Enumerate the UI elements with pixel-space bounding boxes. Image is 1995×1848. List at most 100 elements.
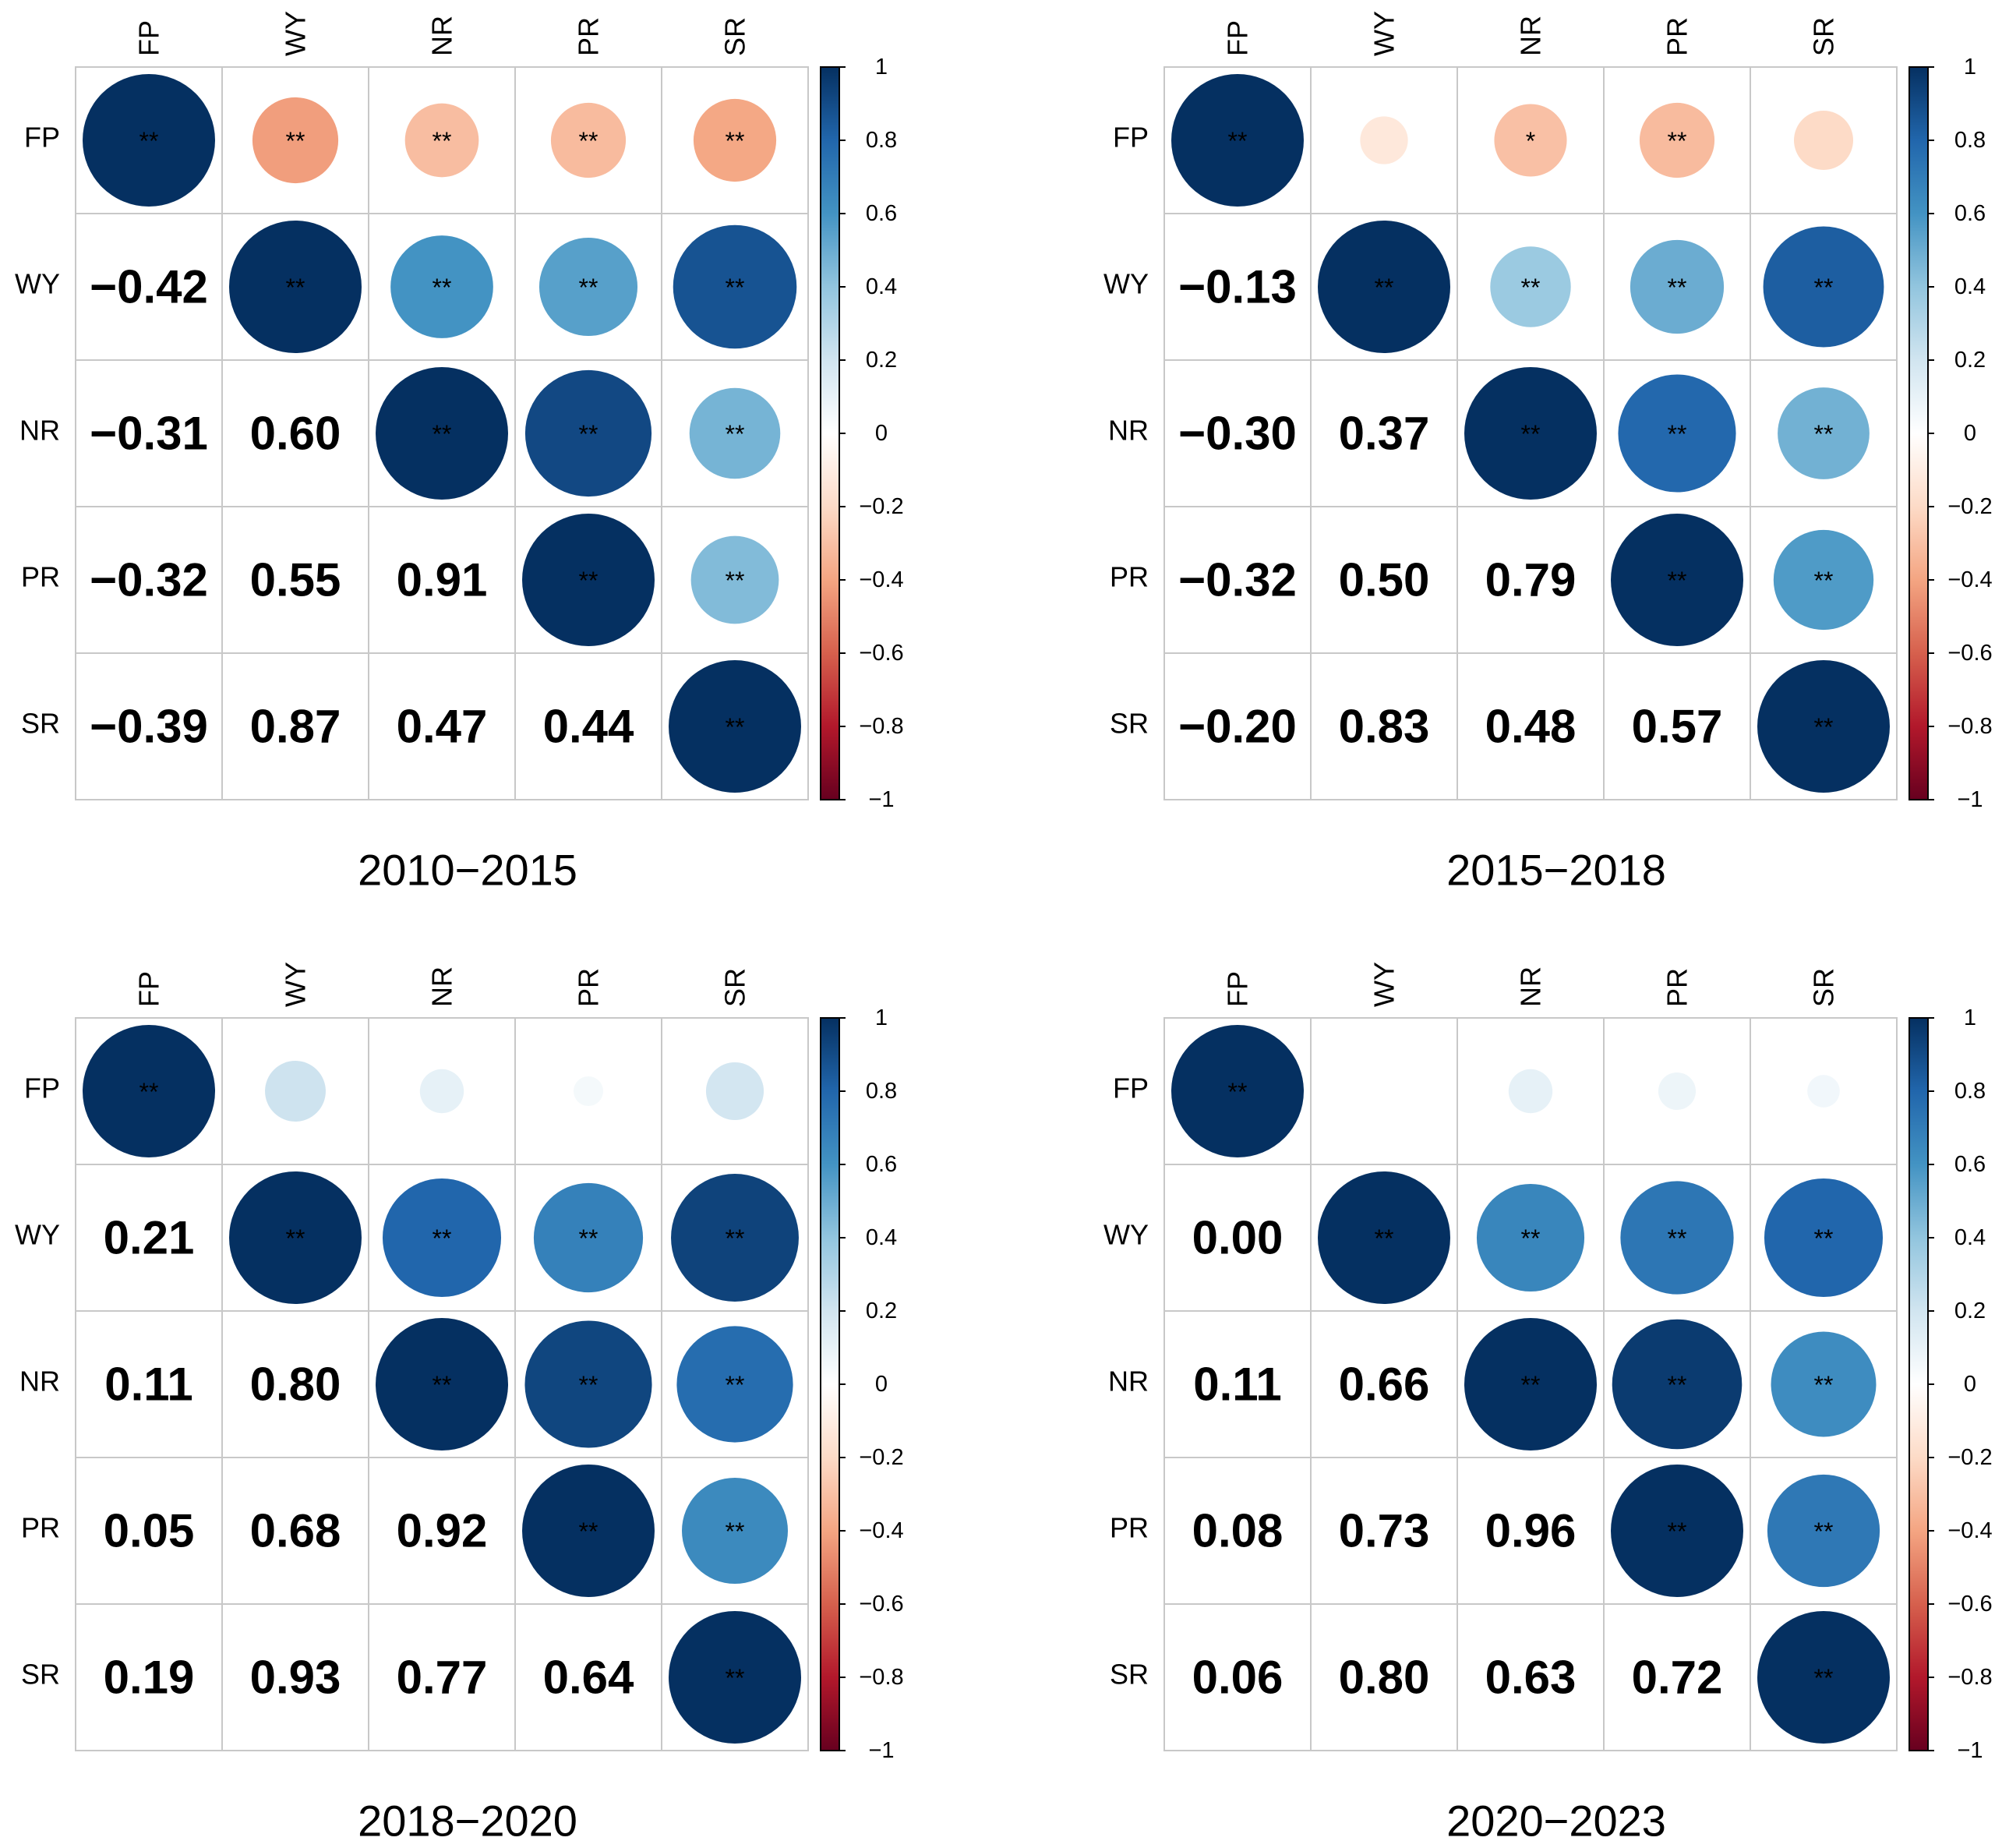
colorbar-tick-label: −0.8 <box>1947 1665 1992 1690</box>
row-label: PR <box>21 561 60 593</box>
column-label: FP <box>1222 971 1254 1007</box>
significance-marker: ** <box>433 420 452 448</box>
row-label: PR <box>1110 561 1149 593</box>
colorbar-tick-label: −0.2 <box>859 1445 903 1470</box>
correlation-value: 0.80 <box>250 1359 341 1411</box>
row-label: WY <box>15 268 60 300</box>
significance-marker: ** <box>1375 274 1394 302</box>
colorbar <box>1908 1017 1929 1751</box>
significance-marker: ** <box>1668 1518 1687 1546</box>
correlation-circle-diagonal <box>1611 1465 1743 1597</box>
correlation-circle-diagonal <box>376 1318 508 1450</box>
colorbar-tick-label: 0.2 <box>1954 348 1986 373</box>
significance-marker: ** <box>726 713 745 741</box>
correlation-value: −0.31 <box>90 408 208 460</box>
significance-marker: ** <box>1375 1224 1394 1253</box>
significance-marker: ** <box>726 1371 745 1399</box>
row-label: WY <box>1103 1219 1149 1251</box>
row-label: WY <box>1103 268 1149 300</box>
correlation-value: −0.30 <box>1178 408 1297 460</box>
correlation-circle-diagonal <box>83 1025 215 1157</box>
colorbar-tick-label: 0.4 <box>1954 274 1986 299</box>
colorbar-tick-label: 1 <box>875 55 888 80</box>
significance-marker: ** <box>726 1518 745 1546</box>
column-label: PR <box>573 17 605 56</box>
row-label: PR <box>1110 1512 1149 1544</box>
correlation-value: 0.93 <box>250 1652 341 1704</box>
significance-marker: ** <box>579 567 598 595</box>
correlation-panel-4: FP FP WY WY NR NR PR PR SR SR ** ** ** ** ** ** ** ** ** **… <box>1103 962 1993 1846</box>
significance-marker: ** <box>579 274 598 302</box>
correlation-circle <box>538 237 638 337</box>
colorbar-tick-label: 0.6 <box>866 201 897 226</box>
correlation-value: 0.72 <box>1632 1652 1723 1704</box>
correlation-circle-diagonal <box>1318 221 1450 353</box>
correlation-circle <box>1767 1474 1880 1588</box>
correlation-value: −0.20 <box>1178 701 1297 753</box>
correlation-circle-diagonal <box>1611 514 1743 646</box>
significance-marker: ** <box>286 1224 305 1253</box>
colorbar-tick-label: 0.8 <box>1954 1079 1986 1104</box>
correlation-value: 0.87 <box>250 701 341 753</box>
correlation-circle <box>524 369 652 497</box>
row-label: FP <box>24 1072 60 1104</box>
correlation-value: 0.63 <box>1485 1652 1577 1704</box>
correlation-value: 0.73 <box>1339 1505 1430 1557</box>
column-label: FP <box>133 971 165 1007</box>
significance-marker: ** <box>1228 127 1248 155</box>
column-label: FP <box>1222 20 1254 56</box>
colorbar-tick-label: −1 <box>1957 1738 1983 1763</box>
row-label: FP <box>24 122 60 154</box>
correlation-circle <box>1508 1069 1553 1114</box>
colorbar-tick-label: −0.6 <box>1947 641 1992 666</box>
significance-marker: ** <box>726 567 745 595</box>
correlation-value: 0.96 <box>1485 1505 1577 1557</box>
significance-marker: ** <box>726 1224 745 1253</box>
correlation-value: 0.77 <box>397 1652 488 1704</box>
correlation-value: 0.80 <box>1339 1652 1430 1704</box>
column-label: WY <box>1368 962 1400 1007</box>
colorbar-tick-label: 0.2 <box>866 1299 897 1323</box>
significance-marker: ** <box>1228 1078 1248 1106</box>
correlation-circle <box>1778 387 1870 479</box>
significance-marker: ** <box>1521 420 1541 448</box>
correlation-circle <box>1658 1072 1697 1111</box>
correlation-value: 0.64 <box>543 1652 634 1704</box>
significance-marker: ** <box>1668 420 1687 448</box>
column-label: WY <box>1368 11 1400 56</box>
row-label: NR <box>19 415 60 447</box>
correlation-value: −0.13 <box>1178 261 1297 313</box>
colorbar-tick-label: −0.4 <box>1947 1518 1992 1543</box>
correlation-value: 0.00 <box>1192 1212 1284 1264</box>
correlation-circle <box>689 387 781 479</box>
colorbar-tick-label: −0.2 <box>1947 494 1992 519</box>
correlation-circle <box>1494 104 1567 177</box>
correlation-value: 0.47 <box>397 701 488 753</box>
colorbar-tick-label: −1 <box>868 1738 894 1763</box>
correlation-circle-diagonal <box>522 1465 655 1597</box>
row-label: SR <box>21 708 60 740</box>
correlation-value: −0.32 <box>1178 554 1297 606</box>
row-label: NR <box>19 1366 60 1397</box>
correlation-circle <box>1360 116 1408 164</box>
column-label: PR <box>1661 968 1693 1007</box>
significance-marker: ** <box>1668 274 1687 302</box>
colorbar-tick-label: −0.6 <box>1947 1592 1992 1617</box>
colorbar-tick-label: −0.2 <box>1947 1445 1992 1470</box>
significance-marker: ** <box>1814 567 1834 595</box>
correlation-circle-diagonal <box>1757 1611 1890 1744</box>
correlation-circle <box>1763 226 1884 348</box>
correlation-circle <box>1771 1331 1877 1437</box>
correlation-value: −0.32 <box>90 554 208 606</box>
colorbar-tick-label: −0.4 <box>859 1518 903 1543</box>
correlation-circle <box>705 1062 764 1121</box>
significance-marker: ** <box>726 127 745 155</box>
colorbar-tick-label: −1 <box>868 787 894 812</box>
correlation-value: 0.50 <box>1339 554 1430 606</box>
significance-marker: ** <box>1814 274 1834 302</box>
row-label: WY <box>15 1219 60 1251</box>
panel-title: 2010−2015 <box>358 846 577 895</box>
correlation-circle-diagonal <box>229 1171 362 1304</box>
correlation-value: 0.79 <box>1485 554 1577 606</box>
colorbar-tick-label: −1 <box>1957 787 1983 812</box>
